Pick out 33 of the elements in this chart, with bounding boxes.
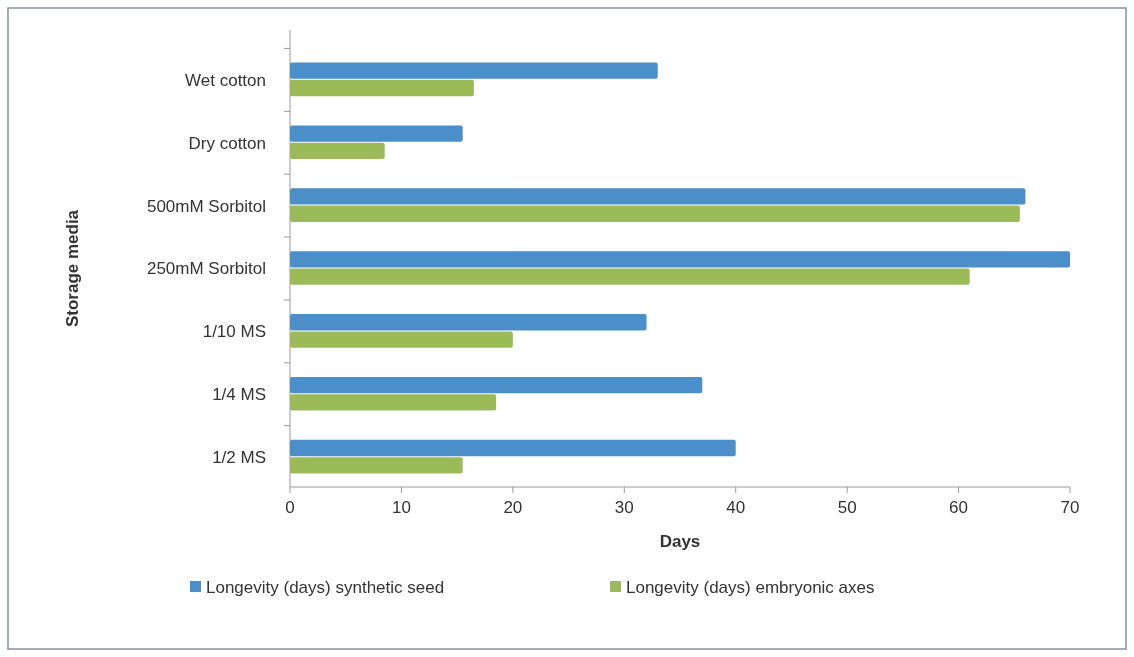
bar	[290, 439, 736, 457]
bar	[290, 188, 1026, 205]
bar	[290, 125, 463, 142]
x-tick-label: 50	[837, 498, 857, 517]
x-tick-label: 60	[949, 498, 969, 517]
x-tick-label: 0	[285, 498, 295, 517]
y-tick-label: Dry cotton	[188, 133, 266, 153]
y-tick-label: 1/10 MS	[202, 322, 266, 342]
bar	[290, 205, 1020, 222]
y-tick-label: 1/2 MS	[212, 448, 266, 468]
bar	[290, 376, 703, 394]
y-tick-label: Wet cotton	[185, 70, 266, 90]
y-tick-label: 250mM Sorbitol	[146, 259, 266, 279]
x-tick-label: 20	[503, 498, 523, 517]
x-tick-label: 70	[1060, 498, 1080, 517]
bar	[290, 268, 970, 285]
legend-label: Longevity (days) synthetic seed	[206, 577, 445, 597]
bar	[290, 62, 658, 79]
bar	[290, 314, 647, 331]
bar	[290, 394, 497, 411]
x-tick-label: 30	[614, 498, 634, 517]
bar	[290, 251, 1070, 268]
bar	[290, 331, 513, 348]
x-tick-label: 40	[726, 498, 746, 517]
y-tick-label: 500mM Sorbitol	[146, 196, 266, 216]
bar	[290, 79, 474, 97]
bar	[290, 142, 385, 160]
bar	[290, 457, 463, 474]
x-tick-label: 10	[391, 498, 411, 517]
x-axis-title: Days	[659, 532, 701, 551]
y-axis-title: Storage media	[63, 209, 82, 328]
y-tick-label: 1/4 MS	[212, 385, 266, 405]
legend-label: Longevity (days) embryonic axes	[626, 577, 875, 597]
